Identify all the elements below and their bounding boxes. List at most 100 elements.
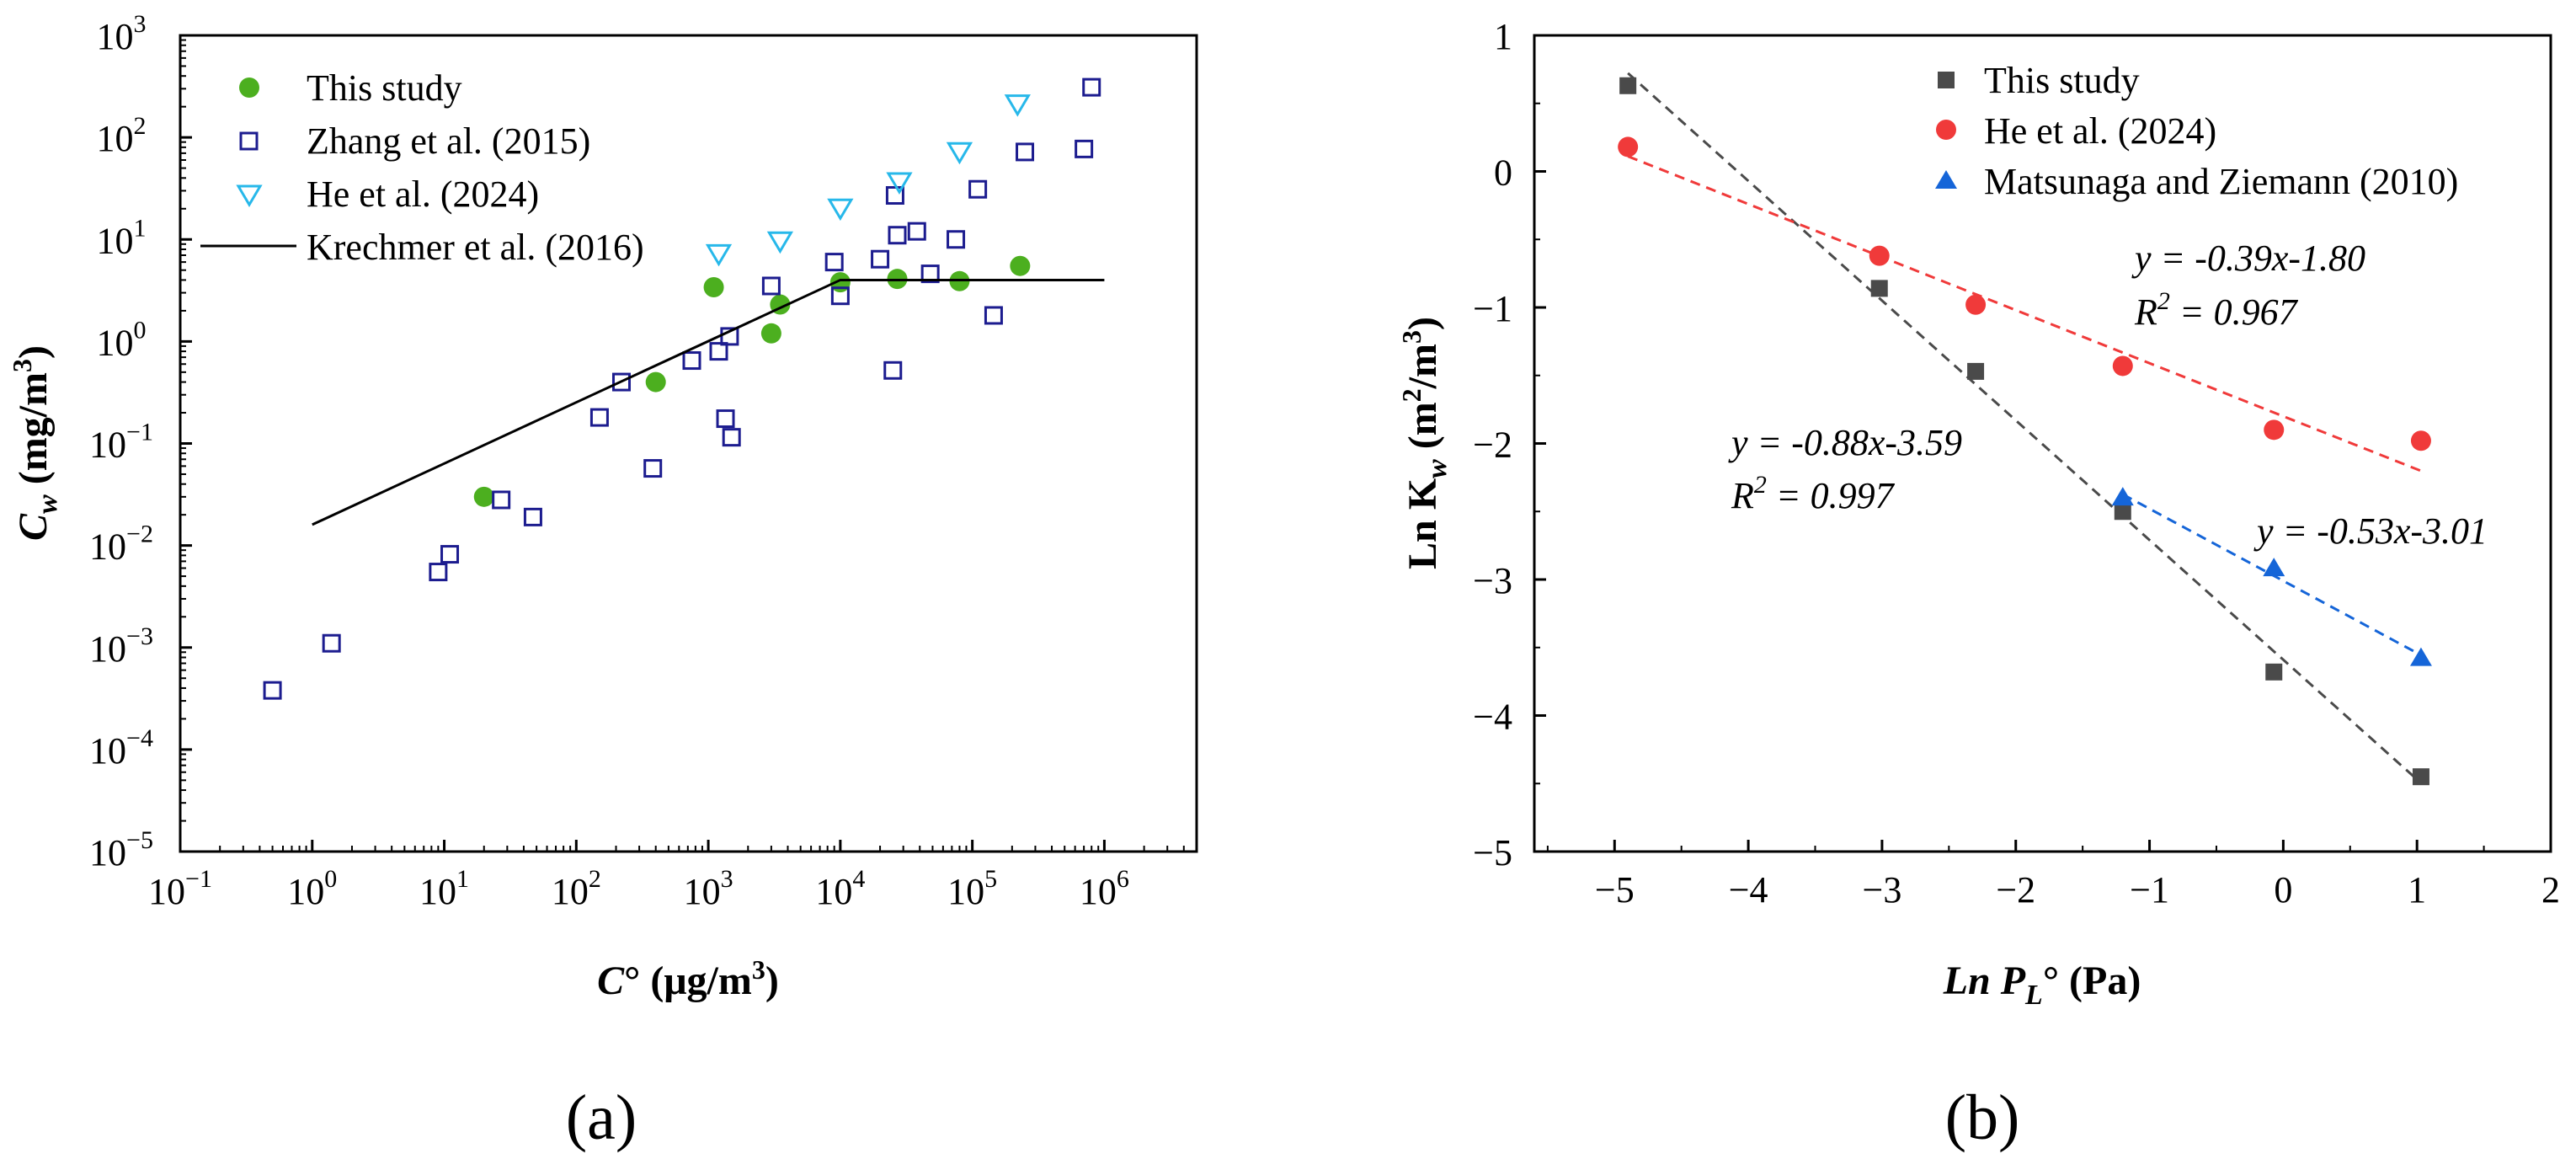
a-ytick-base: 10 (97, 220, 134, 261)
panel-b-ylabel-suffix: (m (1400, 402, 1445, 459)
b-point-matsunaga-and-ziemann-2010 (2111, 487, 2134, 506)
a-point-zhang-et-al-2015 (643, 459, 663, 478)
panel-a-ylabel-sup: 3 (7, 359, 37, 372)
a-xtick-label: 103 (684, 865, 733, 912)
panel-b-ticks: −5 −4 −3 −2 −1 0 1 2 −5 −4 −3 −2 −1 0 1 (1473, 16, 2560, 911)
b-point-matsunaga-and-ziemann-2010 (2409, 647, 2432, 666)
a-point-he-et-al-2024 (705, 243, 733, 267)
b-point-he-et-al-2024 (2410, 430, 2431, 451)
panel-b-ylabel-main: Ln K (1400, 478, 1445, 569)
a-xtick-exp: 4 (852, 865, 865, 893)
fit-r2-he-value: = 0.967 (2170, 291, 2299, 333)
panel-b-ylabel-sub: w (1421, 459, 1453, 478)
a-xtick-label: 100 (287, 865, 337, 912)
panel-a-xlabel-main: C (597, 959, 625, 1003)
a-ytick-base: 10 (89, 730, 126, 772)
a-point-zhang-et-al-2015 (682, 351, 701, 371)
b-point-matsunaga-and-ziemann-2010 (2263, 558, 2285, 577)
a-point-zhang-et-al-2015 (888, 226, 907, 245)
panel-b: −5 −4 −3 −2 −1 0 1 2 −5 −4 −3 −2 −1 0 1 Ln PL° (Pa) Ln… (1396, 16, 2560, 1153)
b-point-he-et-al-2024 (1965, 294, 1987, 315)
a-xtick-exp: −1 (185, 865, 212, 893)
a-point-zhang-et-al-2015 (830, 286, 850, 306)
legend-a-marker-he (236, 184, 263, 207)
fit-r2-this-study-label: R (1731, 475, 1754, 516)
a-point-zhang-et-al-2015 (440, 545, 460, 564)
panel-a-ylabel: Cw (mg/m3) (7, 345, 63, 541)
b-fit-he-et-al-2024 (1627, 155, 2422, 473)
b-point-he-et-al-2024 (1618, 136, 1639, 158)
a-line-krechmer-et-al-2016 (312, 278, 1105, 526)
a-point-zhang-et-al-2015 (947, 230, 966, 249)
a-ytick-label: 103 (97, 10, 147, 57)
a-xtick-label: 106 (1080, 865, 1129, 912)
a-ytick-exp: −1 (126, 419, 153, 446)
legend-a-marker-this-study (239, 77, 259, 98)
b-xtick-label: −5 (1595, 869, 1635, 911)
panel-a: 10−1 100 101 102 103 104 105 10610−510−410−310−… (7, 10, 1198, 1153)
panel-b-ylabel-sup: 2 (1396, 388, 1427, 402)
a-point-zhang-et-al-2015 (709, 342, 728, 361)
b-point-this-study (2412, 768, 2429, 786)
fit-r2-this-study-value: = 0.997 (1767, 475, 1896, 516)
fit-r2-this-study-sup: 2 (1754, 471, 1767, 499)
a-ytick-label: 10−2 (89, 521, 153, 568)
a-point-this-study (473, 486, 494, 507)
panel-a-xlabel-suffix: ° (μg/m (624, 959, 752, 1003)
a-xtick-label: 102 (552, 865, 601, 912)
a-ytick-base: 10 (97, 16, 134, 57)
a-ytick-exp: 2 (134, 112, 147, 140)
a-xtick-base: 10 (552, 871, 589, 912)
panel-a-ylabel-sub: w (32, 494, 63, 514)
b-ytick-label: −2 (1473, 425, 1512, 466)
a-xtick-exp: 1 (456, 865, 469, 893)
a-xtick-base: 10 (684, 871, 721, 912)
panel-b-ylabel-sup2: 3 (1396, 330, 1427, 344)
a-point-zhang-et-al-2015 (871, 249, 890, 269)
b-point-he-et-al-2024 (2112, 355, 2133, 377)
b-ytick-label: −5 (1473, 832, 1512, 873)
a-ytick-exp: −3 (126, 622, 153, 650)
fit-r2-he-sup: 2 (2157, 287, 2170, 315)
b-ytick-label: −3 (1473, 560, 1512, 601)
panel-b-xlabel-suffix: ° (Pa) (2043, 959, 2141, 1003)
legend-a-label-this-study: This study (307, 67, 462, 109)
a-point-zhang-et-al-2015 (263, 681, 282, 700)
b-point-this-study (2114, 503, 2131, 521)
a-xtick-label: 10−1 (148, 865, 212, 912)
panel-a-legend: This study Zhang et al. (2015) He et al.… (200, 67, 644, 268)
a-ytick-label: 101 (97, 214, 147, 261)
panel-a-xlabel-close: ) (765, 959, 779, 1003)
legend-b-marker-he (1936, 120, 1956, 140)
a-xtick-label: 101 (419, 865, 469, 912)
a-xtick-exp: 5 (984, 865, 997, 893)
a-point-zhang-et-al-2015 (716, 409, 735, 429)
a-point-zhang-et-al-2015 (1016, 142, 1035, 162)
b-ytick-label: 0 (1494, 152, 1512, 194)
panel-b-data-marks (1618, 72, 2432, 786)
panel-b-xlabel: Ln PL° (Pa) (1943, 959, 2141, 1011)
b-ytick-label: −4 (1473, 697, 1512, 738)
a-point-zhang-et-al-2015 (761, 276, 781, 296)
panel-b-xlabel-main: Ln P (1943, 959, 2026, 1003)
a-point-zhang-et-al-2015 (492, 490, 511, 510)
a-point-this-study (1010, 255, 1031, 276)
a-point-zhang-et-al-2015 (429, 563, 448, 582)
a-point-this-study (760, 323, 781, 344)
panel-b-ylabel-close: ) (1400, 317, 1445, 330)
a-point-zhang-et-al-2015 (722, 428, 741, 447)
legend-b-label-this-study: This study (1984, 60, 2140, 101)
a-ytick-base: 10 (97, 118, 134, 159)
panel-a-ticks: 10−1 100 101 102 103 104 105 10610−510−410−310−… (89, 10, 1185, 912)
a-xtick-label: 105 (947, 865, 997, 912)
a-point-zhang-et-al-2015 (612, 372, 632, 392)
b-xtick-label: −2 (1996, 869, 2035, 911)
b-xtick-label: −4 (1729, 869, 1768, 911)
a-point-zhang-et-al-2015 (885, 186, 904, 206)
a-point-he-et-al-2024 (886, 172, 913, 195)
fit-r2-this-study: R2 = 0.997 (1731, 471, 1896, 516)
a-point-zhang-et-al-2015 (907, 222, 926, 241)
a-xtick-exp: 2 (589, 865, 601, 893)
a-xtick-exp: 0 (324, 865, 337, 893)
